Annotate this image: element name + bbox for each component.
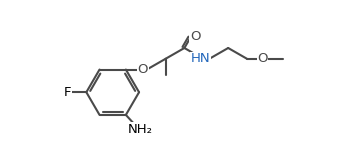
Text: O: O (138, 63, 148, 76)
Text: NH₂: NH₂ (128, 123, 153, 136)
Text: O: O (257, 52, 268, 65)
Text: O: O (190, 31, 200, 43)
Text: F: F (64, 86, 72, 99)
Text: HN: HN (191, 52, 211, 65)
